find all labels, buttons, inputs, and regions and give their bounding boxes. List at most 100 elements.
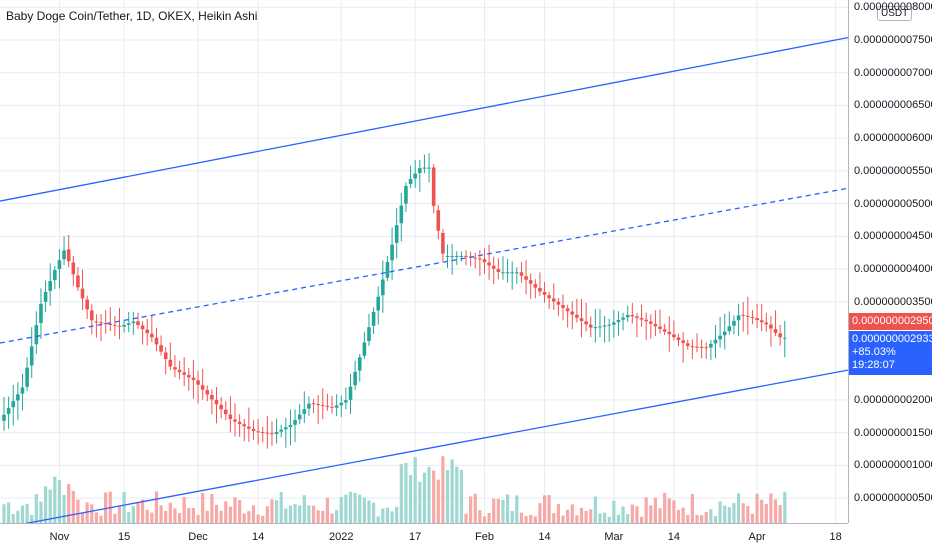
candle-body [524,276,528,280]
volume-bar [686,514,690,523]
volume-bar [196,514,200,523]
candle-body [390,244,394,261]
candle-body [20,387,25,394]
candle-body [505,272,510,274]
volume-bar [579,507,584,523]
candle-body [302,409,307,414]
volume-bar [127,512,131,523]
volume-bar [265,506,269,523]
volume-bar [704,512,708,523]
trendline-upper [0,36,848,202]
volume-bar [122,492,126,523]
volume-bar [713,516,718,523]
volume-bar [764,504,768,523]
volume-bar [736,493,741,523]
candle-body [228,414,233,420]
volume-bar [214,504,219,523]
candle-body [214,399,219,405]
candle-body [718,335,722,340]
candle-body [561,305,565,308]
candle-body [367,327,371,342]
candle-body [371,311,376,326]
volume-bar [552,513,556,523]
candle-body [187,375,191,378]
candle-body [334,405,339,408]
volume-bar [653,497,658,523]
volume-bar [746,506,750,523]
candle-body [325,405,330,407]
volume-bar [496,498,500,523]
price-axis[interactable]: USDT 0.000000008000 0.000000007500 0.00000… [848,0,932,523]
candle-body [551,298,556,302]
volume-bar [233,497,237,523]
candle-body [519,272,524,276]
volume-bar [469,496,473,523]
volume-bar [381,508,385,523]
price-chart[interactable] [0,0,848,523]
volume-bar [205,510,209,523]
volume-bar [464,513,468,523]
bar-countdown: 19:28:07 [852,359,895,371]
candle-body [695,346,699,348]
volume-bar [117,505,122,523]
candle-body [25,367,29,387]
candle-body [602,325,607,327]
volume-bar [191,507,196,523]
candle-body [496,269,501,272]
candle-body [16,394,20,401]
volume-bar [404,462,408,523]
candle-body [39,303,43,324]
heikin-ashi-candles [2,153,787,449]
candle-body [242,424,247,427]
volume-bar [505,494,510,523]
candle-body [173,367,177,370]
candle-body [491,265,496,269]
volume-bar [533,516,537,523]
candle-body [755,318,759,321]
candle-body [399,205,404,224]
candle-body [140,325,145,330]
trendlines [0,36,848,523]
volume-bar [492,498,496,523]
volume-bar [182,496,186,523]
candle-body [320,405,325,407]
candle-body [53,270,57,280]
volume-bar [676,510,681,523]
volume-bar [71,490,75,523]
volume-bar [773,499,778,523]
volume-bar [732,502,736,523]
currency-unit-badge[interactable]: USDT [877,6,913,21]
volume-bar [598,513,602,523]
volume-bar [445,470,450,523]
volume-bar [113,513,117,523]
volume-bars [2,456,787,523]
volume-bar [330,513,334,523]
candle-body [34,325,39,345]
candle-body [233,419,237,422]
volume-bar [690,494,694,523]
candle-body [145,329,150,334]
volume-bar [372,502,376,523]
candle-body [307,403,311,409]
candle-body [667,331,672,335]
volume-bar [482,516,487,523]
candle-body [454,255,459,257]
volume-bar [288,505,293,523]
volume-bar [307,505,311,523]
volume-bar [778,505,782,523]
time-axis[interactable]: Nov 15 Dec 14 2022 17 Feb 14 Mar 14 Apr 18 [0,523,848,551]
volume-bar [663,492,667,523]
candle-body [344,400,348,403]
volume-bar [316,510,320,523]
price-tick-label: 0.000000003500 [854,295,932,308]
volume-bar [630,504,634,523]
volume-bar [709,509,713,523]
candle-body [450,255,454,257]
volume-bar [385,507,390,523]
volume-bar [34,494,38,523]
candle-body [459,255,464,257]
volume-bar [362,497,366,523]
time-tick-label: Dec [188,531,208,543]
price-tick-label: 0.000000004000 [854,263,932,276]
volume-bar [238,500,242,523]
